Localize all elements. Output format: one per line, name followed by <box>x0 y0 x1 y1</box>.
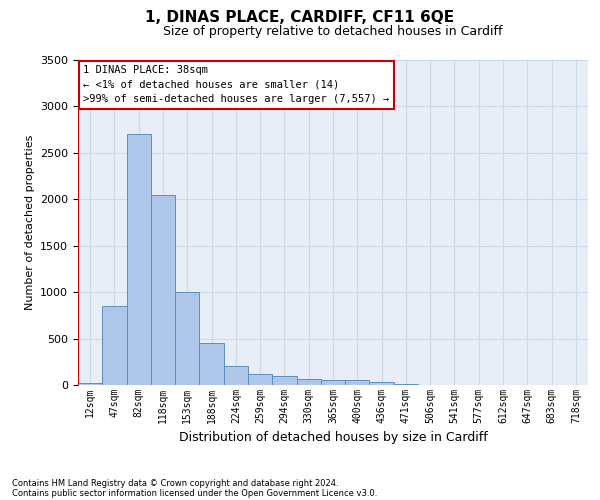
Title: Size of property relative to detached houses in Cardiff: Size of property relative to detached ho… <box>163 25 503 38</box>
Bar <box>394 384 418 385</box>
Bar <box>199 343 224 385</box>
Bar <box>296 378 321 385</box>
Bar <box>272 376 296 385</box>
Bar <box>321 380 345 385</box>
Bar <box>224 366 248 385</box>
Bar <box>175 292 199 385</box>
Bar <box>78 383 102 385</box>
Bar <box>345 380 370 385</box>
Y-axis label: Number of detached properties: Number of detached properties <box>25 135 35 310</box>
Text: Contains HM Land Registry data © Crown copyright and database right 2024.: Contains HM Land Registry data © Crown c… <box>12 478 338 488</box>
Bar <box>248 374 272 385</box>
Text: Contains public sector information licensed under the Open Government Licence v3: Contains public sector information licen… <box>12 488 377 498</box>
Text: 1 DINAS PLACE: 38sqm
← <1% of detached houses are smaller (14)
>99% of semi-deta: 1 DINAS PLACE: 38sqm ← <1% of detached h… <box>83 65 389 104</box>
Bar <box>102 306 127 385</box>
X-axis label: Distribution of detached houses by size in Cardiff: Distribution of detached houses by size … <box>179 432 487 444</box>
Bar <box>370 382 394 385</box>
Bar <box>151 194 175 385</box>
Text: 1, DINAS PLACE, CARDIFF, CF11 6QE: 1, DINAS PLACE, CARDIFF, CF11 6QE <box>145 10 455 25</box>
Bar <box>127 134 151 385</box>
